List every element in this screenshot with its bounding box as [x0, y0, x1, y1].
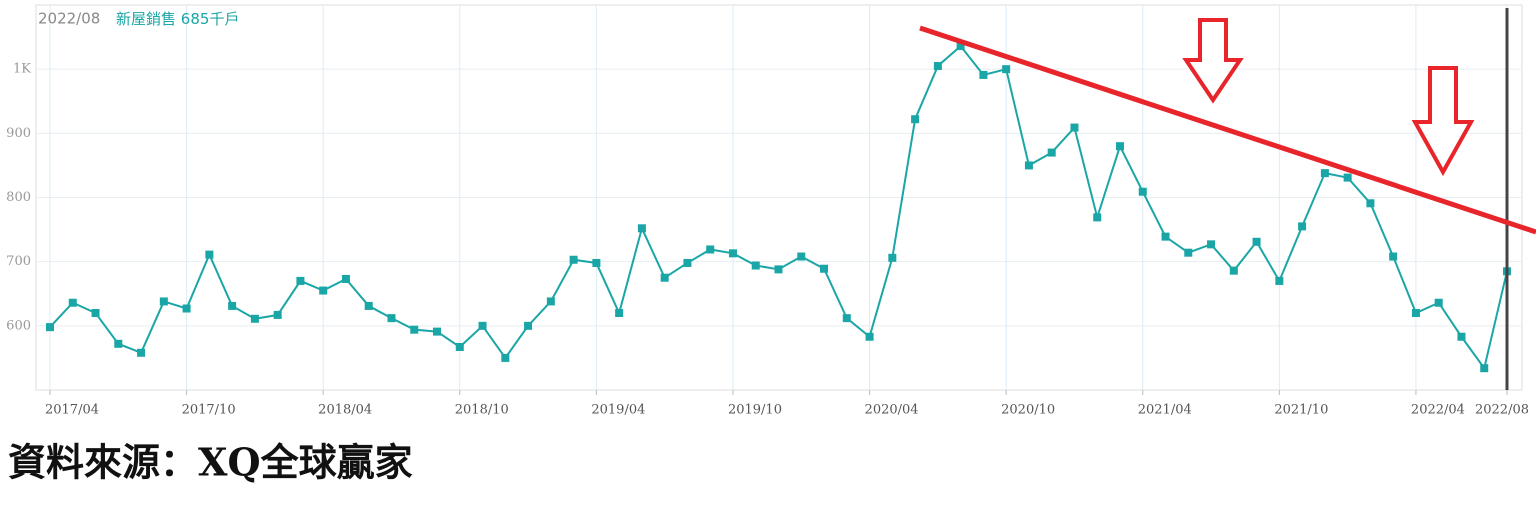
data-point: [387, 314, 396, 323]
data-point: [1366, 199, 1375, 208]
marks: [46, 42, 1511, 373]
data-point: [1161, 232, 1170, 241]
data-point: [250, 314, 259, 323]
data-point: [1070, 123, 1079, 132]
data-point: [637, 224, 646, 233]
data-point: [455, 343, 464, 352]
x-tick-label: 2020/04: [865, 403, 919, 418]
data-point: [1093, 213, 1102, 222]
data-point: [1024, 161, 1033, 170]
data-point: [569, 255, 578, 264]
data-point: [410, 325, 419, 334]
data-point: [1320, 169, 1329, 178]
data-point: [341, 274, 350, 283]
data-point: [182, 304, 191, 313]
data-point: [842, 314, 851, 323]
down-arrow: [1182, 18, 1244, 104]
x-tick-label: 2021/04: [1138, 403, 1192, 418]
data-point: [820, 264, 829, 273]
unit: 千戶: [209, 10, 239, 28]
data-point: [501, 353, 510, 362]
y-tick-label: 600: [6, 318, 31, 333]
data-point: [1115, 142, 1124, 151]
x-tick-label: 2022/08: [1475, 403, 1529, 418]
data-point: [364, 301, 373, 310]
data-point: [228, 301, 237, 310]
data-point: [114, 339, 123, 348]
data-point: [888, 253, 897, 262]
data-point: [1207, 240, 1216, 249]
data-point: [774, 265, 783, 274]
data-point: [615, 309, 624, 317]
series-name: 新屋銷售: [116, 10, 176, 28]
data-point: [933, 61, 942, 70]
y-tick-label: 1K: [13, 62, 31, 77]
data-point: [46, 323, 54, 332]
data-point: [865, 332, 874, 341]
x-tick-label: 2020/10: [1001, 403, 1055, 418]
x-tick-label: 2017/04: [45, 403, 99, 418]
data-point: [1252, 237, 1261, 246]
data-point: [979, 70, 988, 79]
data-point: [751, 261, 760, 270]
data-point: [91, 309, 100, 317]
source-note: 資料來源：XQ全球贏家: [8, 440, 413, 485]
data-point: [1480, 364, 1489, 373]
y-tick-label: 900: [6, 126, 31, 141]
y-tick-label: 800: [6, 190, 31, 205]
y-tick-label: 700: [6, 254, 31, 269]
data-point: [956, 42, 965, 51]
data-point: [546, 297, 555, 306]
data-point: [137, 348, 146, 357]
data-point: [683, 258, 692, 267]
trend-line: [919, 25, 1536, 235]
data-point: [1389, 252, 1398, 261]
data-point: [524, 321, 533, 330]
data-point: [1138, 187, 1147, 196]
data-point: [273, 310, 282, 319]
x-tick-label: 2018/04: [318, 403, 372, 418]
down-arrow: [1411, 66, 1475, 177]
data-point: [296, 276, 305, 285]
data-point: [728, 249, 737, 258]
data-point: [478, 321, 487, 330]
data-point: [1457, 332, 1466, 341]
x-tick-label: 2021/10: [1274, 403, 1328, 418]
x-tick-label: 2022/04: [1411, 403, 1465, 418]
data-point: [1298, 222, 1307, 231]
data-point: [1275, 276, 1284, 285]
data-point: [1229, 266, 1238, 275]
data-point: [660, 273, 669, 282]
data-point: [319, 286, 328, 295]
data-point: [797, 252, 806, 261]
x-tick-label: 2018/10: [455, 403, 509, 418]
data-point: [433, 327, 442, 336]
x-tick-label: 2019/04: [591, 403, 645, 418]
x-tick-label: 2017/10: [182, 403, 236, 418]
data-point: [1343, 173, 1352, 182]
data-point: [1047, 148, 1056, 157]
data-point: [1411, 309, 1420, 317]
data-point: [911, 115, 920, 124]
header-series: 新屋銷售 685千戶: [116, 10, 239, 28]
data-point: [592, 258, 601, 267]
data-point: [205, 250, 214, 259]
header-date: 2022/08: [38, 10, 100, 28]
grid: 600 700 800 900 1K 2017/04 2017/10 2018/04 2018/…: [6, 5, 1529, 418]
data-point: [159, 297, 168, 306]
data-point: [1184, 248, 1193, 257]
data-point: [1434, 298, 1443, 307]
latest-value: 685: [181, 10, 210, 28]
data-point: [706, 245, 715, 254]
data-point: [68, 298, 77, 307]
x-tick-label: 2019/10: [728, 403, 782, 418]
data-point: [1002, 65, 1011, 74]
